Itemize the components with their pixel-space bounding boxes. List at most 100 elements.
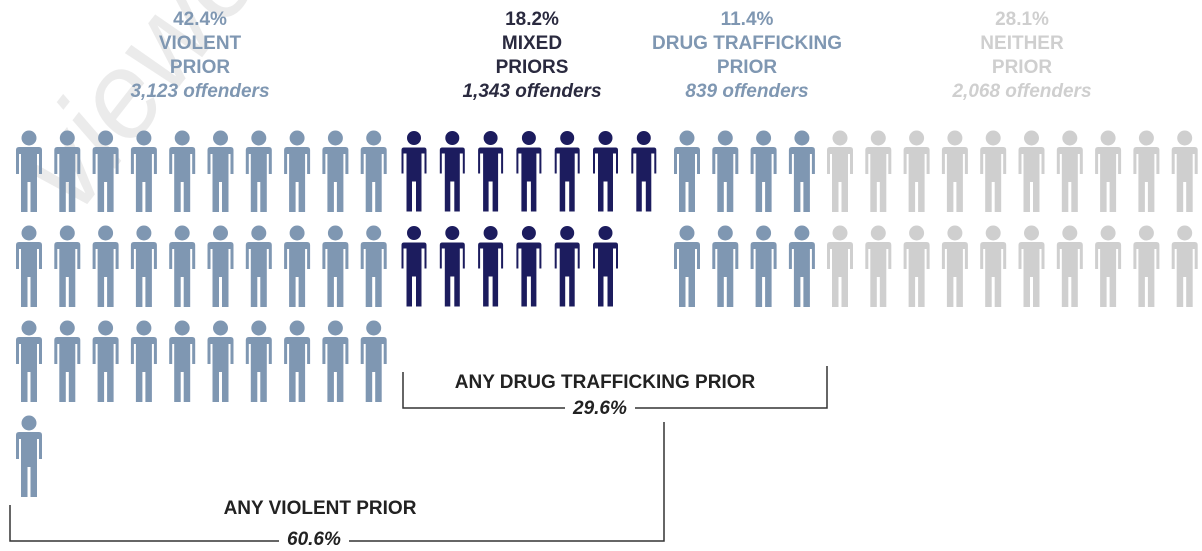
person-icon-mixed [477,225,505,308]
person-icon-mixed [400,130,428,213]
person-icon-neither [1018,130,1045,212]
person-icon-violent [245,320,272,402]
person-icon-violent [360,225,387,307]
header-neither-pct: 28.1% [995,9,1049,30]
person-icon-violent [54,320,81,402]
person-icon-mixed [553,225,581,308]
person-icon-drug [788,130,815,212]
person-icon-drug [750,130,777,212]
bracket-violent [9,422,665,542]
person-icon-violent [360,320,387,402]
header-mixed-label-1: MIXED [501,33,563,54]
person-icon-neither [980,225,1007,307]
header-violent-label-2: PRIOR [169,57,231,78]
header-mixed-label-2: PRIORS [495,57,569,78]
person-icon-violent [92,320,119,402]
person-icon-neither [1056,225,1083,307]
bracket-drug-label: ANY DRUG TRAFFICKING PRIOR [454,372,756,393]
bracket-violent-pct: 60.6% [279,529,349,551]
person-icon-neither [1095,225,1122,307]
header-drug-label-2: PRIOR [716,57,778,78]
person-icon-mixed [438,225,466,308]
person-icon-violent [360,130,387,212]
person-icon-violent [245,130,272,212]
bracket-violent-line [9,422,665,542]
person-icon-violent [130,225,157,307]
person-icon-neither [1171,130,1198,212]
person-icon-drug [788,225,815,307]
person-icon-neither [1133,225,1160,307]
person-icon-violent [54,130,81,212]
person-icon-violent [245,225,272,307]
person-icon-mixed [477,130,505,213]
person-icon-violent [16,415,42,497]
icon-grid [16,130,1198,497]
person-icon-mixed [515,130,543,213]
person-icon-violent [207,130,234,212]
person-icon-mixed [553,130,581,213]
header-mixed-count: 1,343 offenders [462,81,602,102]
person-icon-mixed [438,130,466,213]
person-icon-neither [941,225,968,307]
person-icon-violent [322,320,349,402]
person-icon-violent [284,320,311,402]
header-drug-label-1: DRUG TRAFFICKING [652,33,842,54]
person-icon-violent [130,130,157,212]
header-violent: 42.4% VIOLENT PRIOR 3,123 offenders [80,8,320,104]
person-icon-violent [16,225,42,307]
person-icon-neither [941,130,968,212]
person-icon-violent [322,225,349,307]
person-icon-mixed [630,130,658,213]
header-neither-label-2: PRIOR [991,57,1053,78]
header-drug: 11.4% DRUG TRAFFICKING PRIOR 839 offende… [612,8,882,104]
header-drug-count: 839 offenders [685,81,809,102]
person-icon-violent [54,225,81,307]
person-icon-neither [1056,130,1083,212]
person-icon-violent [207,225,234,307]
header-neither-count: 2,068 offenders [952,81,1092,102]
header-violent-count: 3,123 offenders [130,81,270,102]
person-icon-drug [712,130,739,212]
person-icon-neither [980,130,1007,212]
person-icon-violent [92,130,119,212]
person-icon-violent [284,225,311,307]
person-icon-neither [903,130,930,212]
header-neither-label-1: NEITHER [980,33,1064,54]
person-icon-violent [130,320,157,402]
person-icon-mixed [515,225,543,308]
person-icon-neither [865,225,892,307]
header-neither: 28.1% NEITHER PRIOR 2,068 offenders [902,8,1142,104]
person-icon-violent [207,320,234,402]
header-violent-label-1: VIOLENT [158,33,242,54]
person-icon-violent [169,225,196,307]
person-icon-neither [1095,130,1122,212]
person-icon-neither [1133,130,1160,212]
person-icon-mixed [592,225,619,308]
person-icon-violent [16,320,42,402]
bracket-violent-label: ANY VIOLENT PRIOR [223,498,417,519]
person-icon-drug [674,130,700,212]
person-icon-violent [322,130,349,212]
person-icon-neither [903,225,930,307]
bracket-drug-pct: 29.6% [565,398,635,420]
person-icon-drug [712,225,739,307]
person-icon-violent [169,130,196,212]
person-icon-violent [284,130,311,212]
person-icon-mixed [592,130,619,213]
person-icon-violent [16,130,42,212]
person-icon-drug [750,225,777,307]
header-drug-pct: 11.4% [720,9,774,30]
header-mixed: 18.2% MIXED PRIORS 1,343 offenders [412,8,652,104]
person-icon-drug [674,225,700,307]
header-violent-pct: 42.4% [173,9,227,30]
header-mixed-pct: 18.2% [505,9,559,30]
person-icon-violent [92,225,119,307]
person-icon-violent [169,320,196,402]
person-icon-neither [1171,225,1198,307]
person-icon-neither [1018,225,1045,307]
person-icon-neither [827,225,853,307]
person-icon-mixed [400,225,428,308]
person-icon-neither [865,130,892,212]
person-icon-neither [827,130,853,212]
